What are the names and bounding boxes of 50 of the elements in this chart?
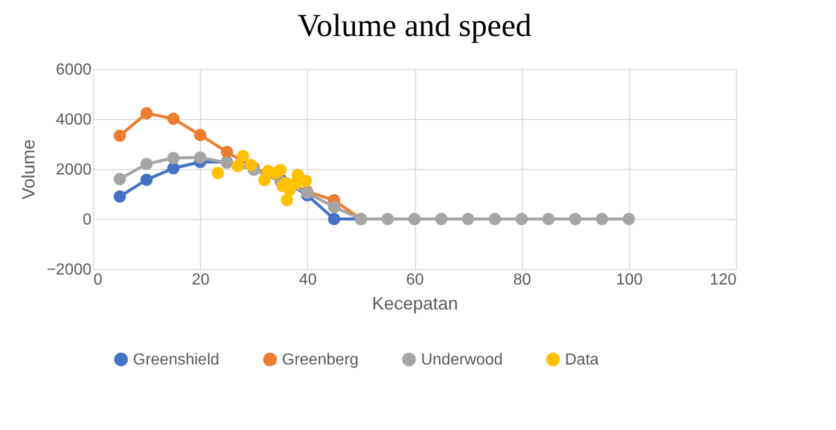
legend-label: Underwood [421,351,503,368]
point [408,212,421,226]
point [114,130,126,142]
x-tick-label: 120 [710,272,737,288]
x-tick-label: 60 [406,272,424,288]
point [382,212,394,226]
legend-label: Greenberg [282,351,358,368]
point [542,212,555,226]
legend-label: Greenshield [133,351,220,368]
y-tick-label: 0 [82,212,92,228]
point [244,158,258,172]
point [596,212,608,226]
point [140,174,153,186]
y-tick-label: 2000 [56,162,92,178]
point [232,160,244,172]
y-tick-label: 6000 [56,62,92,78]
y-tick-label: 4000 [56,112,92,128]
point [194,151,206,164]
point [194,128,206,142]
x-tick-label: 100 [616,272,643,288]
point [516,212,528,226]
point [167,152,180,164]
x-tick-label: 80 [513,272,532,288]
point [220,146,234,158]
chart-title: Volume and speed [297,7,532,43]
point [622,212,635,226]
point [236,150,250,162]
y-tick-label: −2000 [46,262,92,278]
x-axis-title: Kecepatan [372,294,458,314]
point [140,107,153,120]
point [274,164,287,176]
point [167,162,180,174]
point [280,194,294,206]
point [212,166,224,180]
point [300,174,312,188]
point [462,212,474,226]
point [167,112,180,125]
x-tick-label: 20 [192,272,210,288]
point [328,200,340,214]
point [569,212,582,226]
point [114,190,126,203]
point [114,172,126,186]
x-tick-label: 0 [94,272,102,288]
y-axis-title: Volume [18,139,39,200]
legend-label: Data [565,351,599,368]
point [488,212,501,226]
x-tick-label: 40 [298,272,317,288]
point [328,212,340,226]
point [435,212,448,226]
point [140,158,153,170]
